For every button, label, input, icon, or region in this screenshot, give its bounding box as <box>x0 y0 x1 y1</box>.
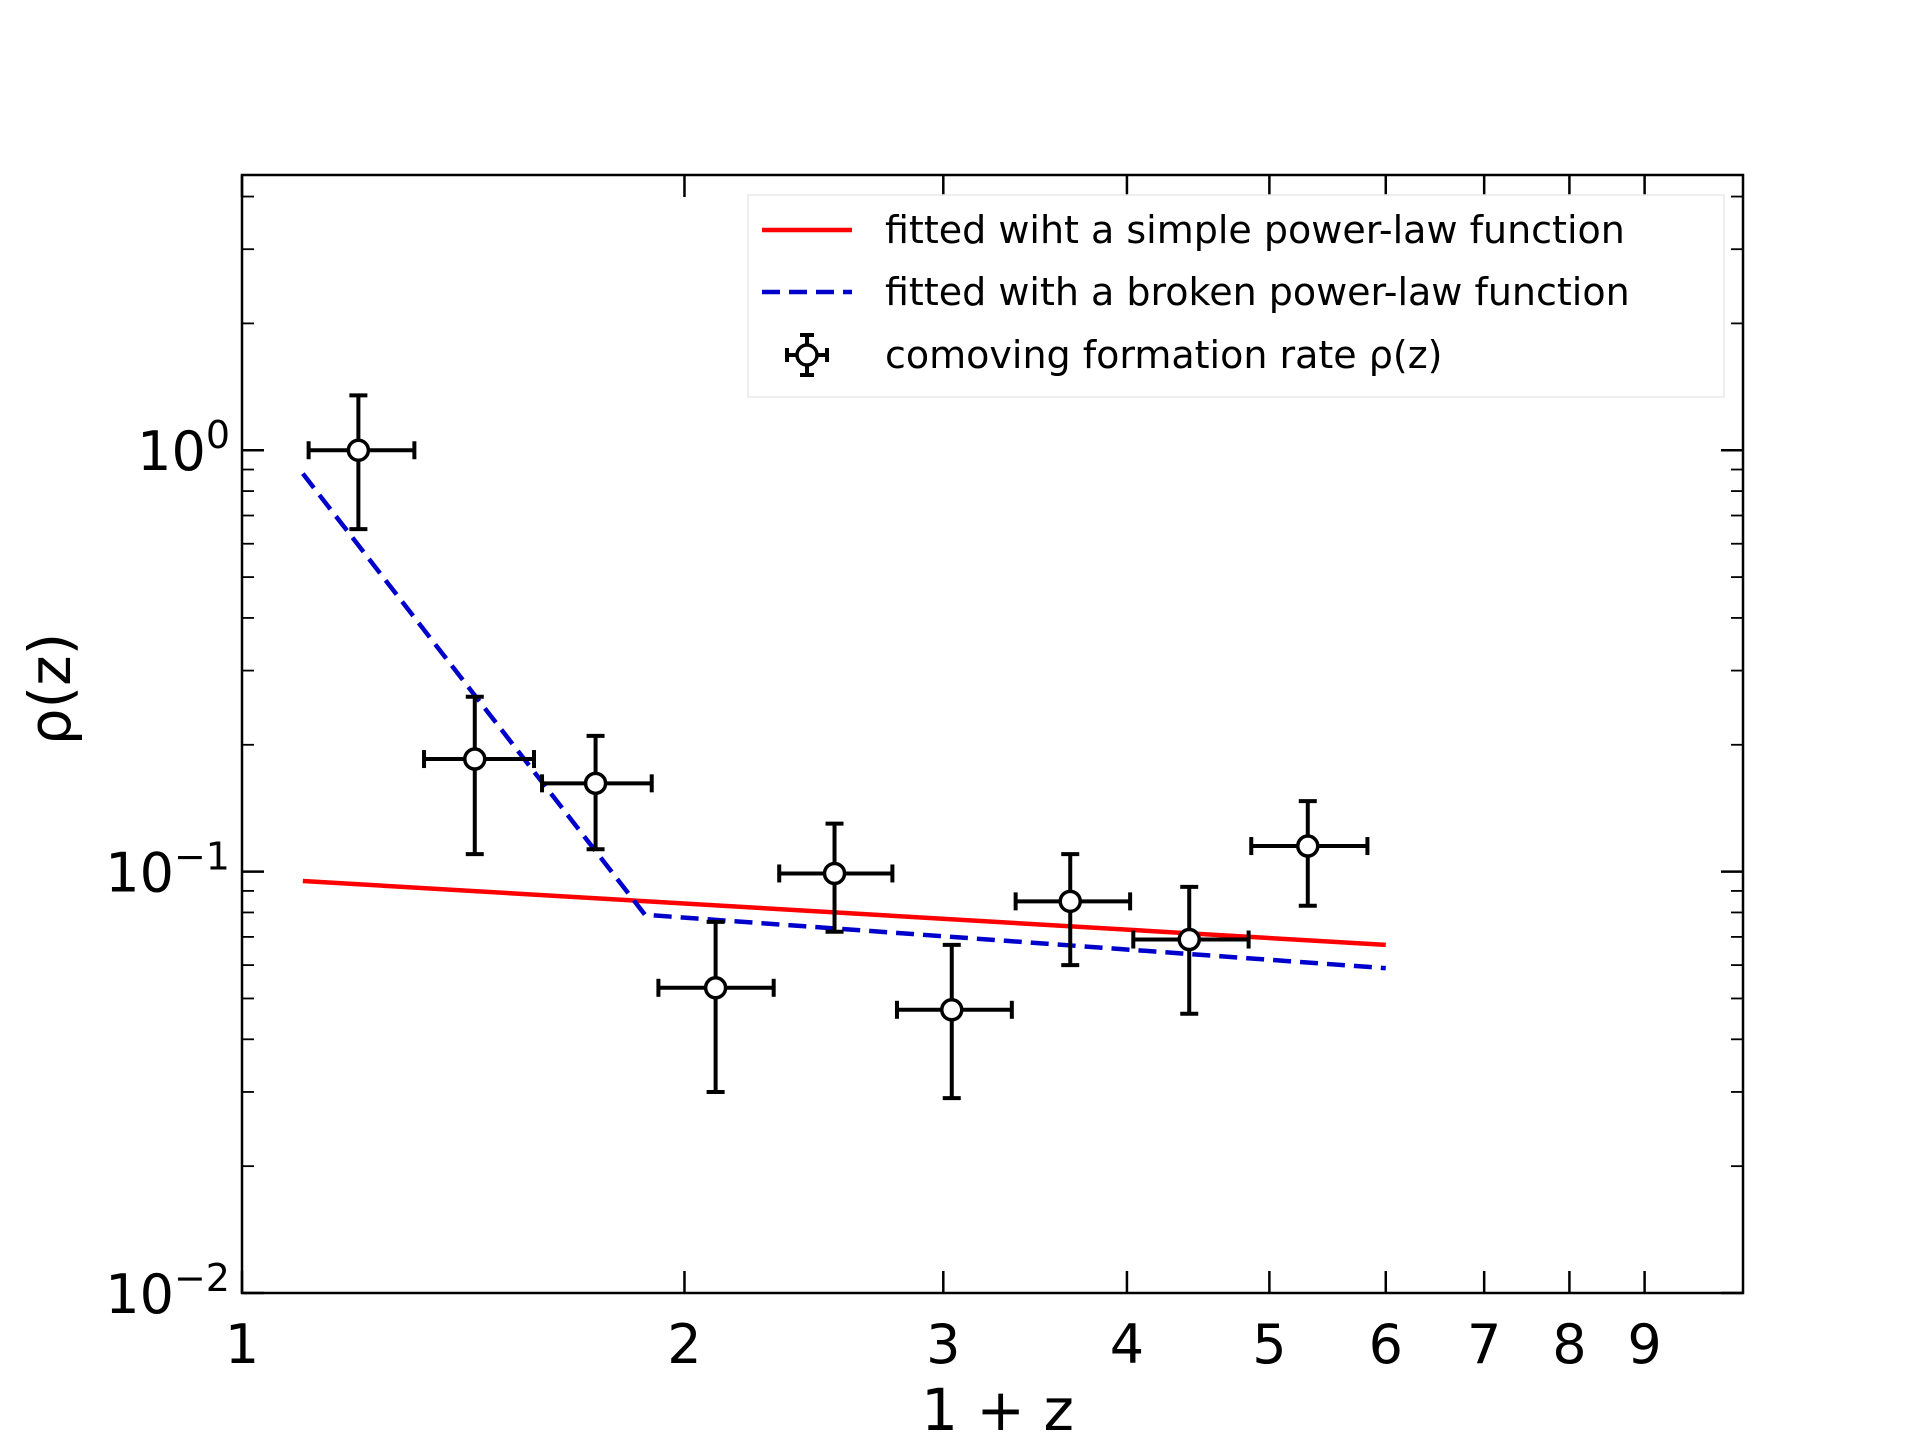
y-tick-label: 10−2 <box>105 1256 230 1326</box>
x-tick-label: 1 <box>225 1313 259 1376</box>
x-tick-label: 2 <box>667 1313 701 1376</box>
y-axis-label: ρ(z) <box>16 633 84 746</box>
data-point <box>540 733 654 852</box>
x-axis-label: 1 + z <box>921 1376 1074 1440</box>
legend-label: comoving formation rate ρ(z) <box>885 333 1442 377</box>
legend-box <box>747 194 1725 398</box>
data-point <box>777 821 895 934</box>
data-point <box>1249 799 1370 908</box>
data-point <box>306 393 417 532</box>
legend-items: fitted wiht a simple power-law function f… <box>762 208 1630 377</box>
y-tick-label: 10−1 <box>105 835 230 905</box>
series-line-0 <box>302 878 1386 948</box>
series-line-1 <box>301 472 1386 971</box>
data-marker <box>940 998 964 1022</box>
data-marker <box>703 976 728 1000</box>
data-point <box>1013 852 1133 968</box>
x-tick-label: 3 <box>926 1313 960 1376</box>
x-tick-label: 8 <box>1552 1313 1586 1376</box>
data-marker <box>1058 889 1082 914</box>
data-marker <box>583 771 608 796</box>
data-point <box>656 919 776 1094</box>
data-marker <box>822 861 847 886</box>
y-tick-labels: 100 10−1 10−2 <box>105 413 230 1326</box>
legend: fitted wiht a simple power-law function f… <box>747 194 1725 398</box>
legend-item: fitted with a broken power-law function <box>762 270 1630 314</box>
x-tick-label: 9 <box>1627 1313 1661 1376</box>
legend-item: comoving formation rate ρ(z) <box>785 333 1442 377</box>
data-marker <box>463 747 487 771</box>
legend-label: fitted wiht a simple power-law function <box>885 208 1625 252</box>
legend-item: fitted wiht a simple power-law function <box>762 208 1625 252</box>
plot-frame <box>240 173 1745 1295</box>
plot-area <box>301 393 1386 1101</box>
data-points <box>306 393 1370 1101</box>
fit-lines <box>301 472 1386 971</box>
data-point <box>894 942 1014 1101</box>
y-tick-label: 100 <box>137 413 230 483</box>
legend-swatch-marker <box>795 343 819 367</box>
data-point <box>1131 884 1251 1016</box>
data-marker <box>346 438 371 462</box>
data-marker <box>1177 927 1201 952</box>
x-tick-label: 4 <box>1110 1313 1144 1376</box>
legend-label: fitted with a broken power-law function <box>885 270 1630 314</box>
minor-ticks <box>242 195 1743 1168</box>
x-tick-label: 6 <box>1369 1313 1403 1376</box>
x-tick-label: 7 <box>1467 1313 1501 1376</box>
x-tick-label: 5 <box>1252 1313 1286 1376</box>
data-marker <box>1296 834 1320 858</box>
data-point <box>422 694 536 857</box>
